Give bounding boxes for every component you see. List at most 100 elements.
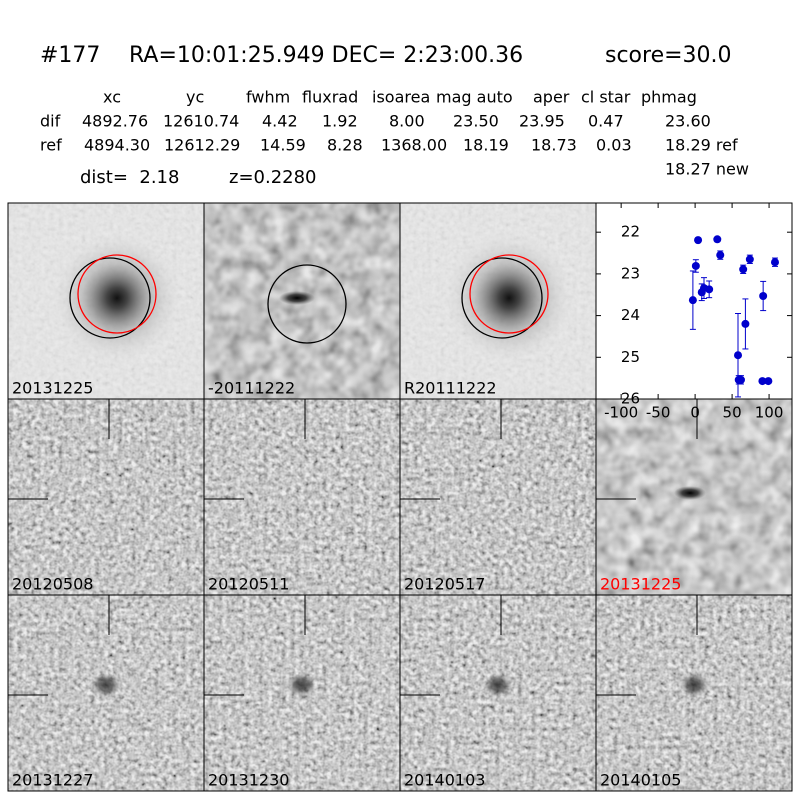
table-header: isoarea bbox=[372, 88, 430, 107]
aperture bbox=[461, 257, 543, 339]
data-point bbox=[770, 258, 779, 267]
aperture-ref bbox=[77, 254, 157, 334]
data-point bbox=[758, 377, 767, 386]
data-point bbox=[716, 251, 725, 260]
residual bbox=[674, 486, 706, 500]
panel-label: 20120517 bbox=[404, 575, 485, 594]
table-cell: 18.19 bbox=[463, 136, 509, 155]
image-panel: 20140105 bbox=[595, 594, 793, 792]
residual bbox=[279, 291, 315, 305]
x-tick-label: 0 bbox=[690, 404, 700, 422]
table-cell: 18.73 bbox=[531, 136, 577, 155]
aperture-ref bbox=[469, 254, 549, 334]
data-point bbox=[759, 291, 768, 300]
redshift: z=0.2280 bbox=[229, 167, 317, 188]
score: score=30.0 bbox=[605, 43, 732, 68]
dist: dist= 2.18 bbox=[80, 167, 179, 188]
panel-border bbox=[595, 594, 793, 792]
table-cell: 4.42 bbox=[262, 112, 298, 131]
table-cell: 8.00 bbox=[389, 112, 425, 131]
table-header: aper bbox=[533, 88, 570, 107]
y-tick-label: 25 bbox=[621, 348, 640, 366]
data-point bbox=[734, 351, 743, 360]
image-panel: -20111222 bbox=[203, 202, 401, 400]
residual bbox=[92, 673, 120, 697]
panel-label: 20140105 bbox=[600, 771, 681, 790]
x-tick-label: 50 bbox=[723, 404, 742, 422]
data-point bbox=[745, 255, 754, 264]
x-tick-label: -100 bbox=[604, 404, 638, 422]
panel-label: 20131225 bbox=[600, 575, 681, 594]
panel-label: 20120511 bbox=[208, 575, 289, 594]
residual bbox=[288, 673, 316, 697]
aperture bbox=[267, 264, 347, 344]
data-point bbox=[739, 265, 748, 274]
aperture bbox=[69, 257, 151, 339]
galaxy bbox=[47, 228, 187, 368]
table-header: cl star bbox=[581, 88, 631, 107]
table-header: mag auto bbox=[436, 88, 513, 107]
table-header: xc bbox=[103, 88, 121, 107]
table-cell: 0.03 bbox=[596, 136, 632, 155]
residual bbox=[484, 673, 512, 697]
panel-label: R20111222 bbox=[404, 379, 497, 398]
panel-label: 20131227 bbox=[12, 771, 93, 790]
table-cell: 18.29 ref bbox=[665, 136, 738, 155]
data-point bbox=[764, 377, 773, 386]
x-tick-label: -50 bbox=[646, 404, 671, 422]
table-cell: ref bbox=[40, 136, 62, 155]
y-tick-label: 24 bbox=[621, 306, 640, 324]
image-noise bbox=[400, 399, 596, 595]
image-panel: 20120508 bbox=[7, 398, 205, 596]
image-panel: 20140103 bbox=[399, 594, 597, 792]
image-noise bbox=[204, 399, 400, 595]
table-cell: 1.92 bbox=[322, 112, 358, 131]
image-panel: 20120511 bbox=[203, 398, 401, 596]
data-point bbox=[736, 375, 745, 384]
data-point bbox=[688, 296, 697, 305]
y-tick-label: 26 bbox=[621, 390, 640, 408]
image-panel: 20131225 bbox=[595, 398, 793, 596]
data-point bbox=[694, 236, 703, 245]
table-note: 18.27 new bbox=[665, 160, 749, 179]
y-tick-label: 22 bbox=[621, 223, 640, 241]
panel-label: 20131225 bbox=[12, 379, 93, 398]
table-cell: 14.59 bbox=[260, 136, 306, 155]
table-header: phmag bbox=[641, 88, 697, 107]
table-header: fwhm bbox=[246, 88, 290, 107]
residual bbox=[680, 673, 708, 697]
image-panel: R20111222 bbox=[399, 202, 597, 400]
table-cell: 12612.29 bbox=[164, 136, 240, 155]
panel-label: -20111222 bbox=[208, 379, 295, 398]
image-noise bbox=[8, 399, 204, 595]
table-cell: 4892.76 bbox=[82, 112, 148, 131]
table-cell: 4894.30 bbox=[84, 136, 150, 155]
table-cell: 12610.74 bbox=[163, 112, 239, 131]
panel-label: 20140103 bbox=[404, 771, 485, 790]
table-cell: dif bbox=[40, 112, 61, 131]
panel-label: 20120508 bbox=[12, 575, 93, 594]
table-cell: 0.47 bbox=[588, 112, 624, 131]
image-panel: 20131227 bbox=[7, 594, 205, 792]
x-tick-label: 100 bbox=[755, 404, 784, 422]
table-cell: 1368.00 bbox=[381, 136, 447, 155]
image-panel: 20120517 bbox=[399, 398, 597, 596]
table-cell: 23.50 bbox=[453, 112, 499, 131]
table-header: fluxrad bbox=[302, 88, 358, 107]
image-panel: 20131225 bbox=[7, 202, 205, 400]
data-point bbox=[741, 319, 750, 328]
data-point bbox=[691, 261, 700, 270]
table-header: yc bbox=[186, 88, 204, 107]
coordinates: RA=10:01:25.949 DEC= 2:23:00.36 bbox=[129, 43, 523, 68]
data-point bbox=[713, 235, 722, 244]
table-cell: 8.28 bbox=[327, 136, 363, 155]
table-cell: 23.95 bbox=[519, 112, 565, 131]
y-tick-label: 23 bbox=[621, 264, 640, 282]
object-id: #177 bbox=[40, 43, 100, 68]
table-cell: 23.60 bbox=[665, 112, 711, 131]
image-panel: 20131230 bbox=[203, 594, 401, 792]
panel-label: 20131230 bbox=[208, 771, 289, 790]
galaxy bbox=[439, 228, 579, 368]
